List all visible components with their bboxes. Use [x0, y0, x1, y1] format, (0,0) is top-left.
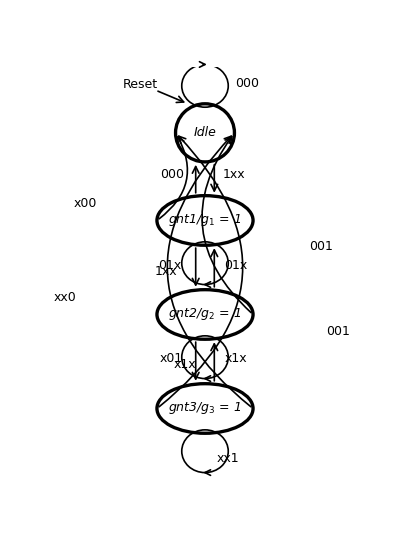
Text: xx1: xx1 — [217, 452, 240, 466]
Text: gnt2/$g_2$ = 1: gnt2/$g_2$ = 1 — [168, 306, 242, 322]
Text: xx0: xx0 — [54, 291, 77, 304]
Text: x1x: x1x — [174, 358, 196, 371]
Text: Reset: Reset — [122, 78, 158, 91]
Text: x1x: x1x — [225, 351, 247, 365]
Text: 1xx: 1xx — [155, 265, 178, 278]
Text: x01: x01 — [159, 351, 182, 365]
Text: 000: 000 — [160, 168, 184, 181]
Text: 01x: 01x — [158, 259, 181, 272]
Text: 01x: 01x — [224, 259, 248, 272]
Text: 001: 001 — [309, 240, 333, 253]
Text: Idle: Idle — [194, 127, 216, 139]
Text: 000: 000 — [235, 77, 259, 90]
Text: 001: 001 — [326, 325, 350, 338]
Text: gnt3/$g_3$ = 1: gnt3/$g_3$ = 1 — [168, 401, 242, 416]
Text: 1xx: 1xx — [223, 168, 246, 181]
Text: gnt1/$g_1$ = 1: gnt1/$g_1$ = 1 — [168, 213, 242, 229]
Text: x00: x00 — [74, 197, 97, 210]
